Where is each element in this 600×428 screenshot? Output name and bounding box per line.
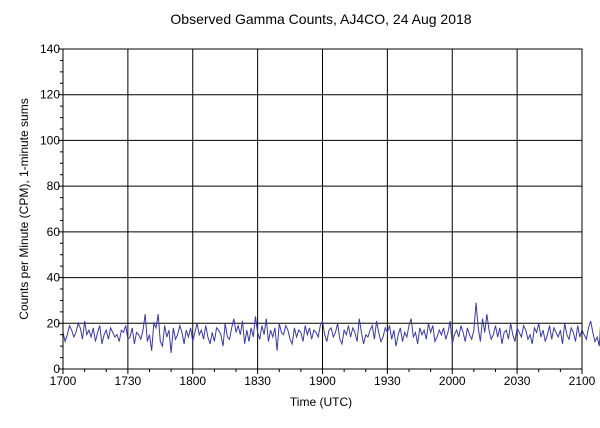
chart-title: Observed Gamma Counts, AJ4CO, 24 Aug 201… xyxy=(170,11,471,27)
y-tick-label: 40 xyxy=(47,271,61,285)
plot-frame xyxy=(62,48,583,370)
y-tick-label: 120 xyxy=(40,88,60,102)
y-tick-label: 60 xyxy=(47,225,61,239)
x-tick-label: 1830 xyxy=(244,374,271,388)
grid-lines xyxy=(63,49,582,369)
x-tick-label: 1700 xyxy=(50,374,77,388)
x-tick-label: 2030 xyxy=(504,374,531,388)
y-tick-label: 0 xyxy=(53,362,60,376)
y-tick-label: 80 xyxy=(47,179,61,193)
x-axis-label: Time (UTC) xyxy=(290,395,352,409)
x-tick-label: 2000 xyxy=(439,374,466,388)
x-tick-label: 1800 xyxy=(179,374,206,388)
x-tick-label: 1900 xyxy=(309,374,336,388)
x-tick-label: 2100 xyxy=(569,374,596,388)
series-line xyxy=(62,302,600,354)
y-tick-label: 140 xyxy=(40,42,60,56)
x-tick-label: 1930 xyxy=(374,374,401,388)
y-tick-label: 20 xyxy=(47,316,61,330)
y-tick-label: 100 xyxy=(40,133,60,147)
x-axis-ticks: 1700 1730 1800 1830 1900 1930 2000 2030 2100 xyxy=(50,369,596,388)
x-tick-label: 1730 xyxy=(115,374,142,388)
y-axis-ticks: 0 20 40 60 80 100 120 140 xyxy=(40,42,63,376)
y-axis-label: Counts per Minute (CPM), 1-minute sums xyxy=(17,98,31,319)
